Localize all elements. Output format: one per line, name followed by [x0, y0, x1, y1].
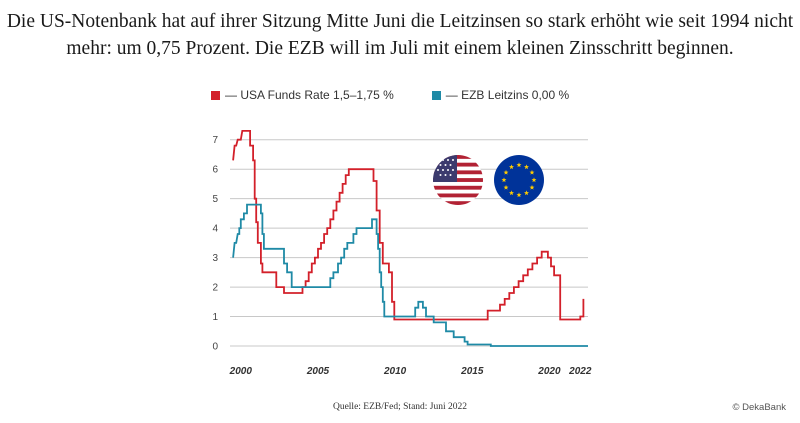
- legend-swatch-us: [211, 90, 220, 100]
- copyright-note: © DekaBank: [732, 402, 786, 413]
- y-tick-label: 5: [212, 194, 218, 205]
- y-tick-label: 1: [212, 312, 218, 323]
- x-tick-label-2022: 2022: [568, 366, 592, 377]
- eu-star: [529, 169, 535, 175]
- legend-item-ezb: — EZB Leitzins 0,00 %: [431, 88, 570, 102]
- eu-star: [503, 169, 509, 175]
- eu-star: [516, 192, 522, 198]
- chart-headline: Die US-Notenbank hat auf ihrer Sitzung M…: [0, 8, 800, 62]
- x-tick-label-2005: 2005: [306, 366, 330, 377]
- eu-flag-icon: [494, 155, 544, 205]
- eu-star: [524, 164, 529, 170]
- source-note: Quelle: EZB/Fed; Stand: Juni 2022: [332, 402, 468, 412]
- x-tick-label-2000: 2000: [229, 366, 253, 377]
- y-axis-ticks: 0 1 2 3 4 5 6 7: [212, 135, 218, 352]
- legend-item-us: — USA Funds Rate 1,5–1,75 %: [211, 88, 394, 102]
- legend-label-ezb: — EZB Leitzins 0,00 %: [445, 88, 570, 102]
- y-tick-label: 0: [212, 342, 218, 353]
- legend-swatch-ezb: [431, 90, 441, 100]
- y-tick-label: 6: [212, 165, 218, 176]
- eu-star: [529, 184, 535, 190]
- legend-label-us: — USA Funds Rate 1,5–1,75 %: [225, 88, 394, 102]
- eu-star: [516, 162, 522, 168]
- eu-star: [524, 190, 529, 196]
- eu-star: [509, 190, 514, 196]
- y-tick-label: 7: [212, 135, 218, 146]
- y-tick-label: 4: [212, 224, 218, 235]
- chart-legend: — USA Funds Rate 1,5–1,75 % — EZB Leitzi…: [211, 88, 607, 102]
- x-tick-label-2020: 2020: [537, 366, 561, 377]
- series-lines: [232, 129, 588, 347]
- headline-line-1: Die US-Notenbank hat auf ihrer Sitzung M…: [6, 11, 794, 32]
- us-flag-icon: [433, 155, 483, 205]
- x-tick-label-2010: 2010: [383, 366, 407, 377]
- eu-star: [531, 177, 537, 183]
- series-line-ezb-leitzins: [232, 203, 588, 347]
- x-axis-ticks: 2000 2005 2010 2015 2020 2022: [229, 366, 592, 377]
- series-line-us-funds-rate: [232, 129, 585, 321]
- eu-star: [503, 184, 509, 190]
- y-tick-label: 3: [212, 253, 218, 264]
- y-tick-label: 2: [212, 283, 218, 294]
- eu-star: [509, 164, 514, 170]
- headline-line-2: mehr: um 0,75 Prozent. Die EZB will im J…: [66, 38, 734, 59]
- x-tick-label-2015: 2015: [460, 366, 484, 377]
- eu-star: [501, 177, 507, 183]
